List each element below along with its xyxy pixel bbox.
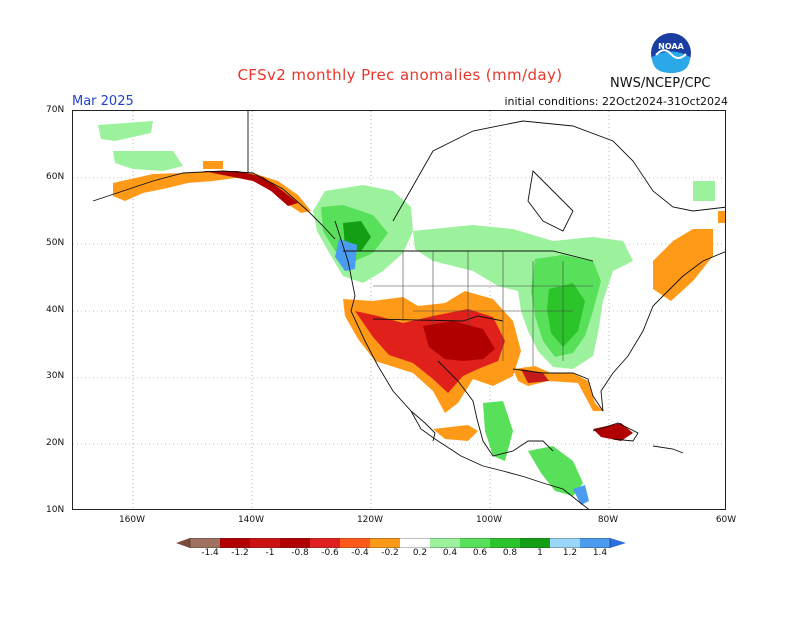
legend-swatch xyxy=(490,538,520,548)
legend-label: 0.8 xyxy=(502,548,518,558)
map-title: CFSv2 monthly Prec anomalies (mm/day) xyxy=(237,66,563,84)
legend-swatch xyxy=(520,538,550,548)
coastlines xyxy=(92,111,725,509)
legend-arrow-right xyxy=(610,538,626,548)
legend-label: 0.4 xyxy=(442,548,458,558)
legend-swatch xyxy=(460,538,490,548)
legend-label: 1 xyxy=(537,548,543,558)
lon-label: 100W xyxy=(475,515,503,525)
lon-label: 60W xyxy=(715,515,737,525)
legend-colorbar xyxy=(176,538,626,548)
target-month: Mar 2025 xyxy=(72,94,134,109)
org-label: NWS/NCEP/CPC xyxy=(610,76,711,91)
legend-label: -1 xyxy=(265,548,275,558)
lon-label: 160W xyxy=(118,515,146,525)
legend-swatch xyxy=(250,538,280,548)
legend-label: 1.4 xyxy=(592,548,608,558)
lat-label: 70N xyxy=(46,105,65,115)
legend-label: -0.2 xyxy=(381,548,399,558)
map-canvas xyxy=(73,111,725,509)
lon-label: 140W xyxy=(237,515,265,525)
lat-label: 40N xyxy=(46,305,65,315)
legend-swatch xyxy=(340,538,370,548)
legend-swatch xyxy=(550,538,580,548)
legend-label: 0.2 xyxy=(412,548,428,558)
legend-label: -1.2 xyxy=(231,548,249,558)
legend-swatch xyxy=(220,538,250,548)
legend-swatch xyxy=(370,538,400,548)
dry-anomaly-regions xyxy=(113,161,725,441)
state-borders xyxy=(373,251,593,366)
legend-label: 1.2 xyxy=(562,548,578,558)
legend-swatch xyxy=(430,538,460,548)
initial-conditions: initial conditions: 22Oct2024-31Oct2024 xyxy=(504,95,728,108)
map-panel xyxy=(72,110,726,510)
legend-swatch xyxy=(190,538,220,548)
legend-arrow-left xyxy=(176,538,190,548)
lat-label: 60N xyxy=(46,172,65,182)
logo-text: NOAA xyxy=(658,42,684,51)
lon-label: 120W xyxy=(356,515,384,525)
legend-label: -1.4 xyxy=(201,548,219,558)
legend-swatch xyxy=(280,538,310,548)
lat-label: 50N xyxy=(46,238,65,248)
noaa-logo: NOAA xyxy=(651,33,691,73)
legend-swatch xyxy=(310,538,340,548)
lat-label: 10N xyxy=(46,505,65,515)
legend-label: -0.6 xyxy=(321,548,339,558)
legend-label: -0.8 xyxy=(291,548,309,558)
lon-label: 80W xyxy=(597,515,619,525)
lat-label: 30N xyxy=(46,371,65,381)
legend-label: -0.4 xyxy=(351,548,369,558)
legend-swatch xyxy=(400,538,430,548)
legend-swatch xyxy=(580,538,610,548)
lat-label: 20N xyxy=(46,438,65,448)
legend-label: 0.6 xyxy=(472,548,488,558)
